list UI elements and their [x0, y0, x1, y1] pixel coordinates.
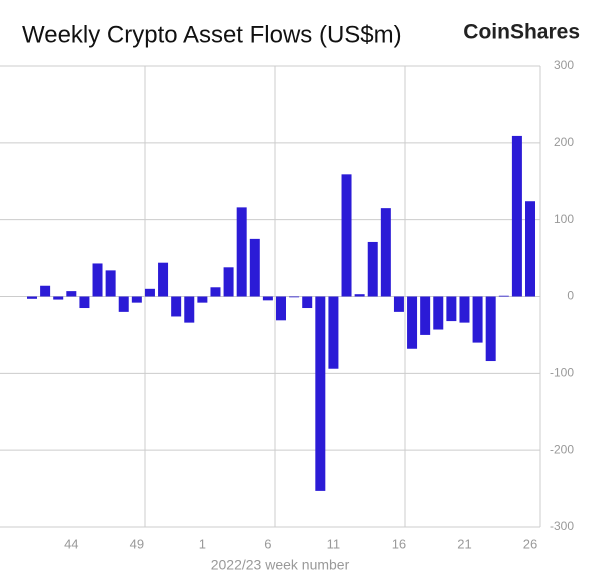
bar: [289, 296, 300, 298]
x-tick-label: 44: [64, 536, 78, 551]
bar: [459, 296, 470, 323]
bar: [354, 294, 365, 297]
bar: [498, 295, 509, 297]
bar: [27, 296, 37, 299]
bar: [236, 207, 247, 297]
bar: [433, 296, 444, 330]
bar: [262, 296, 273, 301]
bar: [380, 208, 391, 297]
x-tick-label: 49: [130, 536, 144, 551]
bar: [92, 263, 103, 297]
brand: CoinShares: [463, 21, 580, 44]
bar: [302, 296, 313, 309]
y-tick-label: 300: [554, 58, 574, 72]
bar: [328, 296, 339, 369]
y-tick-label: 0: [567, 289, 574, 303]
y-tick-label: -300: [550, 519, 574, 533]
bar: [105, 270, 116, 297]
bar: [446, 296, 457, 322]
bar: [210, 287, 221, 297]
bar: [131, 296, 142, 303]
bar: [118, 296, 129, 312]
y-tick-label: -200: [550, 442, 574, 456]
bar: [393, 296, 404, 312]
bar: [79, 296, 90, 309]
bar: [276, 296, 286, 321]
bar: [144, 288, 155, 297]
bar: [525, 201, 535, 297]
bar: [53, 296, 64, 300]
bar: [249, 238, 260, 297]
x-tick-label: 11: [327, 536, 341, 551]
x-axis-label: 2022/23 week number: [211, 557, 350, 573]
bar: [315, 296, 326, 491]
bar: [420, 296, 431, 335]
bar: [171, 296, 182, 317]
bar: [341, 174, 352, 297]
bar: [485, 296, 496, 362]
x-tick-label: 6: [264, 536, 271, 551]
bar: [184, 296, 195, 323]
x-tick-label: 1: [199, 536, 206, 551]
bar: [223, 267, 234, 297]
bar: [158, 262, 169, 297]
bar: [367, 241, 378, 297]
bar: [197, 296, 208, 303]
x-tick-label: 26: [523, 536, 537, 551]
bar: [407, 296, 418, 349]
x-tick-label: 21: [457, 536, 471, 551]
y-tick-label: -100: [550, 366, 574, 380]
y-tick-label: 100: [554, 212, 574, 226]
bar: [511, 135, 522, 297]
chart-title: Weekly Crypto Asset Flows (US$m): [22, 21, 402, 48]
bar: [40, 285, 51, 297]
x-tick-label: 16: [392, 536, 406, 551]
bar: [472, 296, 483, 343]
y-tick-label: 200: [554, 135, 574, 149]
bar: [66, 291, 77, 297]
